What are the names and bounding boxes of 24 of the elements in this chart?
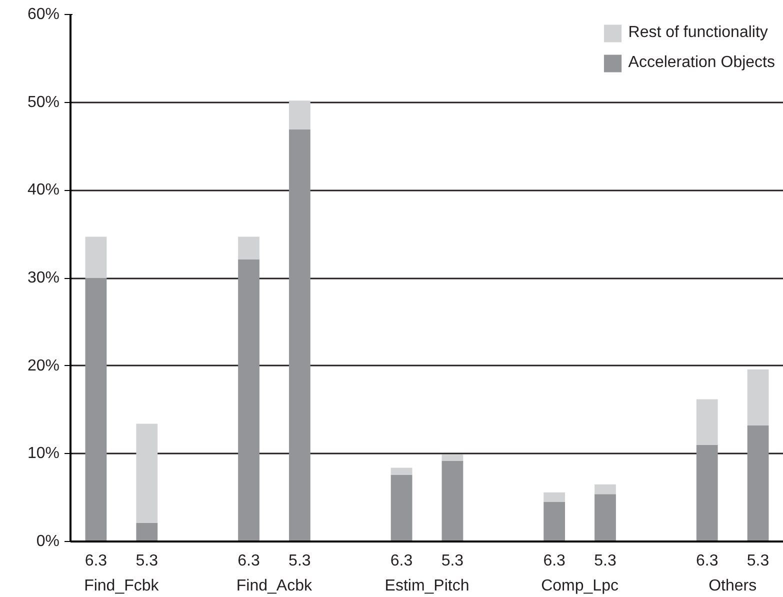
text: Others [708, 578, 757, 594]
x-tick-label: 6.3 [390, 552, 413, 570]
y-tick-label: 20% [27, 357, 60, 374]
y-tick-label: 30% [27, 270, 60, 286]
x-tick-label: 5.3 [288, 552, 311, 570]
y-tick-label: 50% [27, 94, 60, 111]
x-tick-label: 5.3 [746, 552, 770, 570]
legend-label: Rest of functionality [628, 24, 768, 42]
x-tick-label: 6.3 [238, 552, 260, 570]
text: Find_Acbk [236, 578, 314, 594]
text: Estim_Pitch [384, 578, 470, 594]
x-tick-label: 5.3 [441, 552, 464, 570]
y-tick-label: 40% [27, 182, 60, 199]
y-tick-label: 0% [36, 533, 60, 550]
text: Find_Fcbk [84, 578, 160, 594]
x-tick-label: 6.3 [84, 552, 108, 570]
y-tick-label: 10% [27, 445, 60, 462]
x-tick-label: 6.3 [696, 552, 718, 570]
y-tick-label: 60% [27, 6, 60, 23]
x-tick-label: 5.3 [136, 552, 158, 570]
x-tick-label: 6.3 [543, 552, 566, 570]
legend-label: Acceleration Objects [628, 54, 775, 72]
x-tick-label: 5.3 [594, 552, 616, 570]
text: Comp_Lpc [541, 578, 618, 594]
